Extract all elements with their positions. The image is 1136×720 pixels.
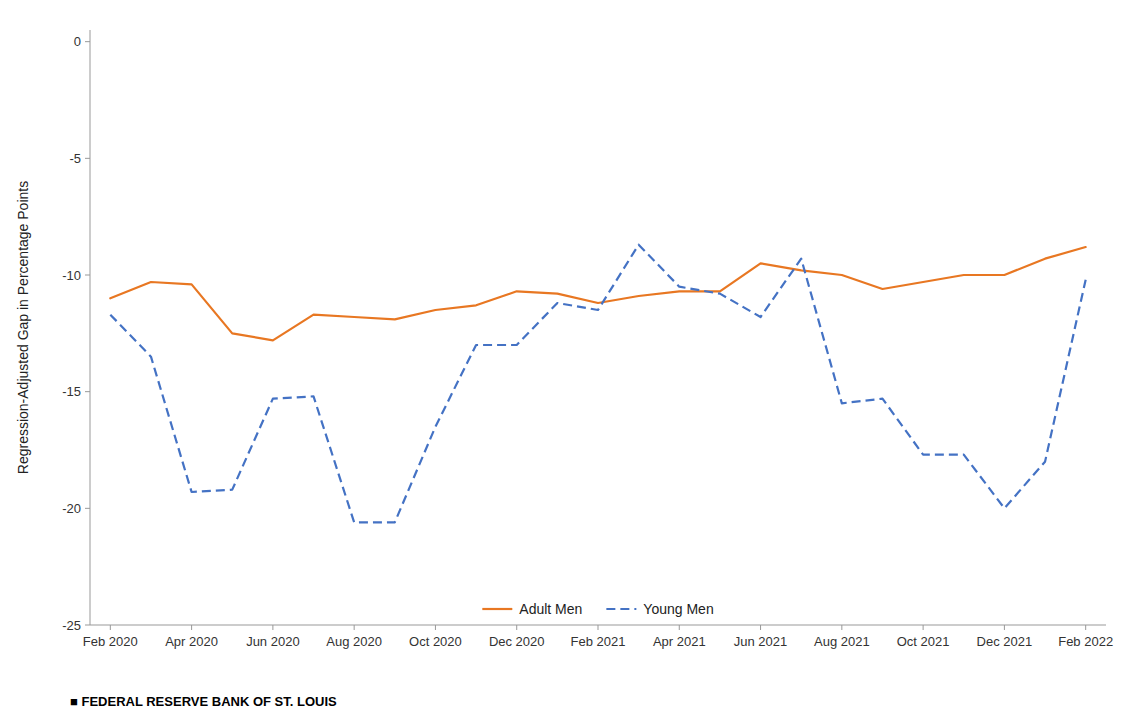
y-tick-label: -25 (62, 618, 81, 633)
x-tick-label: Apr 2021 (653, 634, 706, 649)
x-tick-label: Jun 2021 (734, 634, 788, 649)
legend-swatch (606, 608, 636, 610)
x-tick-label: Feb 2022 (1058, 634, 1113, 649)
x-tick-label: Dec 2020 (489, 634, 545, 649)
legend-label: Young Men (643, 601, 713, 617)
y-tick-label: -20 (62, 501, 81, 516)
series-line (110, 247, 1085, 340)
chart: 0 -5 -10 -15 -20 -25Feb 2020 Apr 2020 Jun 2020 A… (0, 0, 1136, 720)
x-tick (435, 625, 436, 630)
series-lines (110, 245, 1085, 523)
x-tick-label: Dec 2021 (977, 634, 1033, 649)
x-tick (679, 625, 680, 630)
x-tick (841, 625, 842, 630)
x-tick (1004, 625, 1005, 630)
y-tick-label: -5 (69, 151, 81, 166)
y-tick-label: -15 (62, 384, 81, 399)
x-tick-label: Oct 2020 (409, 634, 462, 649)
x-tick-label: Feb 2021 (571, 634, 626, 649)
y-tick (85, 391, 90, 392)
x-tick (191, 625, 192, 630)
y-tick (85, 508, 90, 509)
y-axis-line (90, 30, 91, 625)
x-tick (110, 625, 111, 630)
x-tick-label: Jun 2020 (246, 634, 300, 649)
x-tick (354, 625, 355, 630)
footer: ■ FEDERAL RESERVE BANK OF ST. LOUIS (70, 694, 337, 709)
y-tick-label: 0 (74, 34, 81, 49)
legend: Adult Men Young Men (482, 601, 713, 617)
x-tick-label: Oct 2021 (897, 634, 950, 649)
x-tick (598, 625, 599, 630)
y-tick (85, 275, 90, 276)
x-tick (272, 625, 273, 630)
x-tick (1085, 625, 1086, 630)
legend-swatch (482, 608, 512, 610)
legend-label: Adult Men (519, 601, 582, 617)
y-tick-label: -10 (62, 268, 81, 283)
y-tick (85, 158, 90, 159)
x-tick-label: Aug 2021 (814, 634, 870, 649)
y-tick (85, 625, 90, 626)
axes: 0 -5 -10 -15 -20 -25Feb 2020 Apr 2020 Jun 2020 A… (62, 30, 1113, 649)
y-axis-label: Regression-Adjusted Gap in Percentage Po… (15, 181, 31, 474)
x-tick (516, 625, 517, 630)
x-tick (760, 625, 761, 630)
series-line (110, 245, 1085, 523)
x-tick-label: Aug 2020 (326, 634, 382, 649)
x-tick (923, 625, 924, 630)
x-tick-label: Apr 2020 (165, 634, 218, 649)
y-tick (85, 41, 90, 42)
x-tick-label: Feb 2020 (83, 634, 138, 649)
